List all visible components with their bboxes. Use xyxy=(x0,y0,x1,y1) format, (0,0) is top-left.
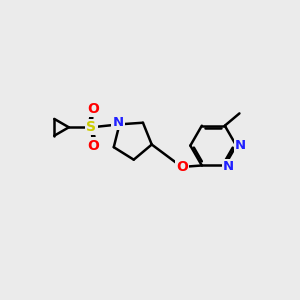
Text: O: O xyxy=(176,160,188,174)
Text: N: N xyxy=(223,160,234,173)
Text: O: O xyxy=(87,102,99,116)
Text: S: S xyxy=(86,120,97,134)
Text: N: N xyxy=(112,116,124,129)
Text: O: O xyxy=(87,139,99,153)
Text: N: N xyxy=(235,139,246,152)
